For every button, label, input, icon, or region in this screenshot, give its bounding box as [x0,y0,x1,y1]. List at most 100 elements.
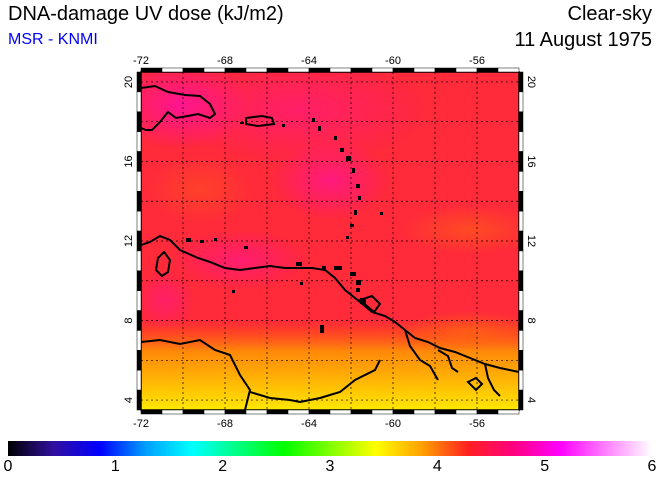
longitude-tick-label: -72 [133,418,149,430]
frame-segment-right [518,91,524,113]
islands [186,118,383,333]
frame-segment-right [518,330,524,351]
frame-segment-left [136,131,142,152]
colorbar-tick-label: 2 [218,458,228,475]
frame-segment-right [518,350,524,371]
brazil-lake [466,376,484,392]
suriname-border [437,349,459,373]
frame-segment-bottom [203,409,226,415]
longitude-tick-label: -64 [301,418,317,430]
longitude-tick-label: -56 [469,418,485,430]
frame-segment-left [136,91,142,113]
longitude-tick-label: -68 [217,418,233,430]
longitude-tick-label: -72 [133,55,149,67]
french-guiana-border [484,363,501,397]
frame-segment-bottom [497,409,520,415]
frame-segment-left [136,171,142,192]
longitude-tick-label: -60 [385,418,401,430]
frame-segment-bottom [308,409,331,415]
frame-segment-bottom [266,409,289,415]
frame-segment-left [136,290,142,311]
frame-segment-top [350,67,373,73]
frame-segment-left [136,310,142,331]
frame-segment-left [136,350,142,371]
frame-segment-left [136,191,142,212]
frame-segment-right [518,250,524,272]
latitude-tick-label: 12 [123,235,135,247]
frame-segment-bottom [413,409,436,415]
frame-segment-right [518,131,524,152]
map-title: DNA-damage UV dose (kJ/m2) [8,3,284,25]
longitude-tick-label: -64 [301,55,317,67]
frame-segment-right [518,290,524,311]
frame-segment-bottom [182,409,205,415]
latitude-tick-label: 4 [525,397,537,403]
data-source-label: MSR - KNMI [8,31,98,48]
colorbar-tick-label: 0 [3,458,13,475]
colorbar-tick-label: 1 [110,458,120,475]
frame-segment-top [182,67,205,73]
colorbar-tick-label: 4 [432,458,442,475]
frame-segment-top [245,67,268,73]
frame-segment-top [140,67,163,73]
frame-segment-bottom [140,409,163,415]
frame-segment-top [308,67,331,73]
colorbar-tick-label: 3 [325,458,335,475]
frame-segment-left [136,230,142,252]
frame-segment-top [455,67,478,73]
frame-segment-right [518,191,524,212]
frame-segment-left [136,330,142,351]
frame-segment-right [518,369,524,391]
colorbar-tick-label: 6 [647,458,657,475]
latitude-labels-right: 20 16 12 8 4 [525,76,537,403]
venezuela-brazil-border [249,359,381,404]
latitude-tick-label: 8 [525,317,537,323]
date-label: 11 August 1975 [514,29,652,51]
frame-segment-top [287,67,310,73]
guyana-border [404,329,439,381]
frame-segment-left [136,270,142,291]
frame-segment-bottom [224,409,247,415]
longitude-labels-top: -72 -68 -64 -60 -56 [133,55,485,67]
frame-segment-bottom [329,409,352,415]
frame-segment-right [518,270,524,291]
frame-segment-top [266,67,289,73]
south-america-coast [141,234,519,373]
frame-segment-left [136,111,142,132]
frame-segment-top [392,67,415,73]
frame-segment-bottom [476,409,499,415]
frame-segment-top [224,67,247,73]
frame-segment-right [518,171,524,192]
frame-segment-left [136,71,142,93]
frame-segment-left [136,210,142,232]
frame-segment-top [203,67,226,73]
frame-segment-left [136,369,142,391]
lake-maracaibo [154,250,172,278]
hispaniola-coast [141,84,217,131]
latitude-tick-label: 20 [525,76,537,88]
frame-segment-bottom [245,409,268,415]
frame-segment-bottom [350,409,373,415]
frame-segment-left [136,151,142,172]
orinoco-delta [358,294,382,314]
frame-segment-left [136,389,142,411]
sky-condition-label: Clear-sky [567,3,652,25]
latitude-tick-label: 20 [123,76,135,88]
frame-segment-right [518,210,524,232]
longitude-tick-label: -60 [385,55,401,67]
latitude-tick-label: 16 [123,155,135,167]
frame-segment-top [434,67,457,73]
frame-segment-right [518,111,524,132]
colombia-border [141,338,252,410]
coastlines [141,84,519,410]
frame-segment-bottom [392,409,415,415]
frame-segment-top [497,67,520,73]
latitude-tick-label: 4 [123,397,135,403]
longitude-labels-bottom: -72 -68 -64 -60 -56 [133,418,485,430]
frame-segment-right [518,151,524,172]
frame-segment-bottom [455,409,478,415]
frame-segment-bottom [287,409,310,415]
latitude-tick-label: 12 [525,235,537,247]
latitude-tick-label: 8 [123,317,135,323]
uv-field [141,72,519,410]
